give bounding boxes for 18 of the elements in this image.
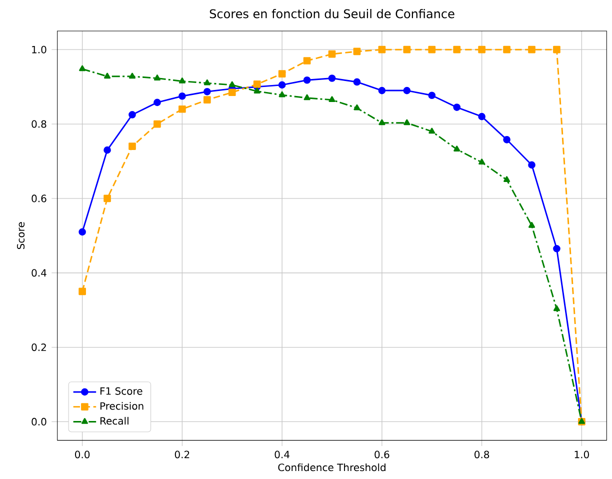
legend-label: F1 Score [100, 387, 142, 395]
y-tick-label: 0.0 [32, 418, 46, 426]
x-tick-label: 0.6 [374, 450, 390, 458]
chart-title: Scores en fonction du Seuil de Confiance [210, 9, 454, 18]
x-tick-label: 0.4 [274, 450, 290, 458]
y-axis-title: Score [16, 222, 25, 249]
legend-label: Recall [100, 416, 128, 425]
y-tick-label: 0.6 [32, 194, 46, 202]
y-tick-label: 0.8 [32, 120, 46, 128]
x-tick-label: 0.0 [75, 450, 90, 458]
y-tick-label: 0.2 [32, 344, 46, 352]
y-tick-label: 1.0 [32, 46, 46, 54]
x-axis-title: Confidence Threshold [278, 463, 386, 472]
x-tick-label: 1.0 [574, 450, 589, 458]
x-tick-label: 0.8 [474, 450, 490, 458]
legend-label: Precision [100, 402, 144, 410]
x-tick-label: 0.2 [174, 450, 190, 458]
y-tick-label: 0.4 [32, 269, 46, 277]
